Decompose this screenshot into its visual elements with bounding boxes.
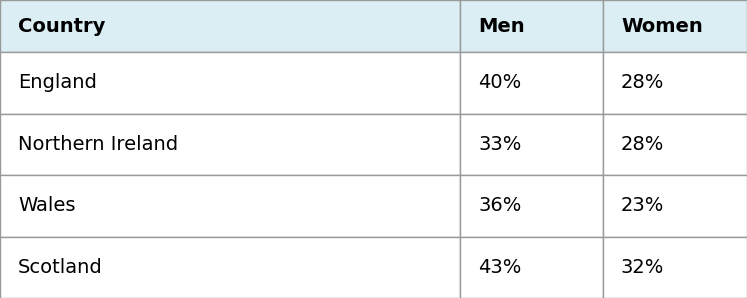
Bar [460, 52, 603, 114]
Text: 32%: 32% [621, 258, 664, 277]
Bar [603, 52, 747, 114]
Text: Wales: Wales [18, 196, 75, 215]
Bar [460, 237, 603, 298]
Bar [460, 114, 603, 175]
Text: 28%: 28% [621, 135, 664, 154]
Bar [0, 175, 460, 237]
Text: 40%: 40% [478, 73, 521, 92]
Text: Northern Ireland: Northern Ireland [18, 135, 178, 154]
Bar [460, 0, 603, 52]
Text: 23%: 23% [621, 196, 664, 215]
Text: Country: Country [18, 16, 105, 35]
Text: 28%: 28% [621, 73, 664, 92]
Text: England: England [18, 73, 97, 92]
Bar [0, 0, 460, 52]
Bar [0, 237, 460, 298]
Bar [603, 175, 747, 237]
Bar [460, 175, 603, 237]
Text: 36%: 36% [478, 196, 521, 215]
Bar [603, 237, 747, 298]
Text: 43%: 43% [478, 258, 521, 277]
Bar [603, 0, 747, 52]
Text: Scotland: Scotland [18, 258, 103, 277]
Bar [0, 114, 460, 175]
Bar [603, 114, 747, 175]
Text: Women: Women [621, 16, 703, 35]
Bar [0, 52, 460, 114]
Text: 33%: 33% [478, 135, 521, 154]
Text: Men: Men [478, 16, 524, 35]
